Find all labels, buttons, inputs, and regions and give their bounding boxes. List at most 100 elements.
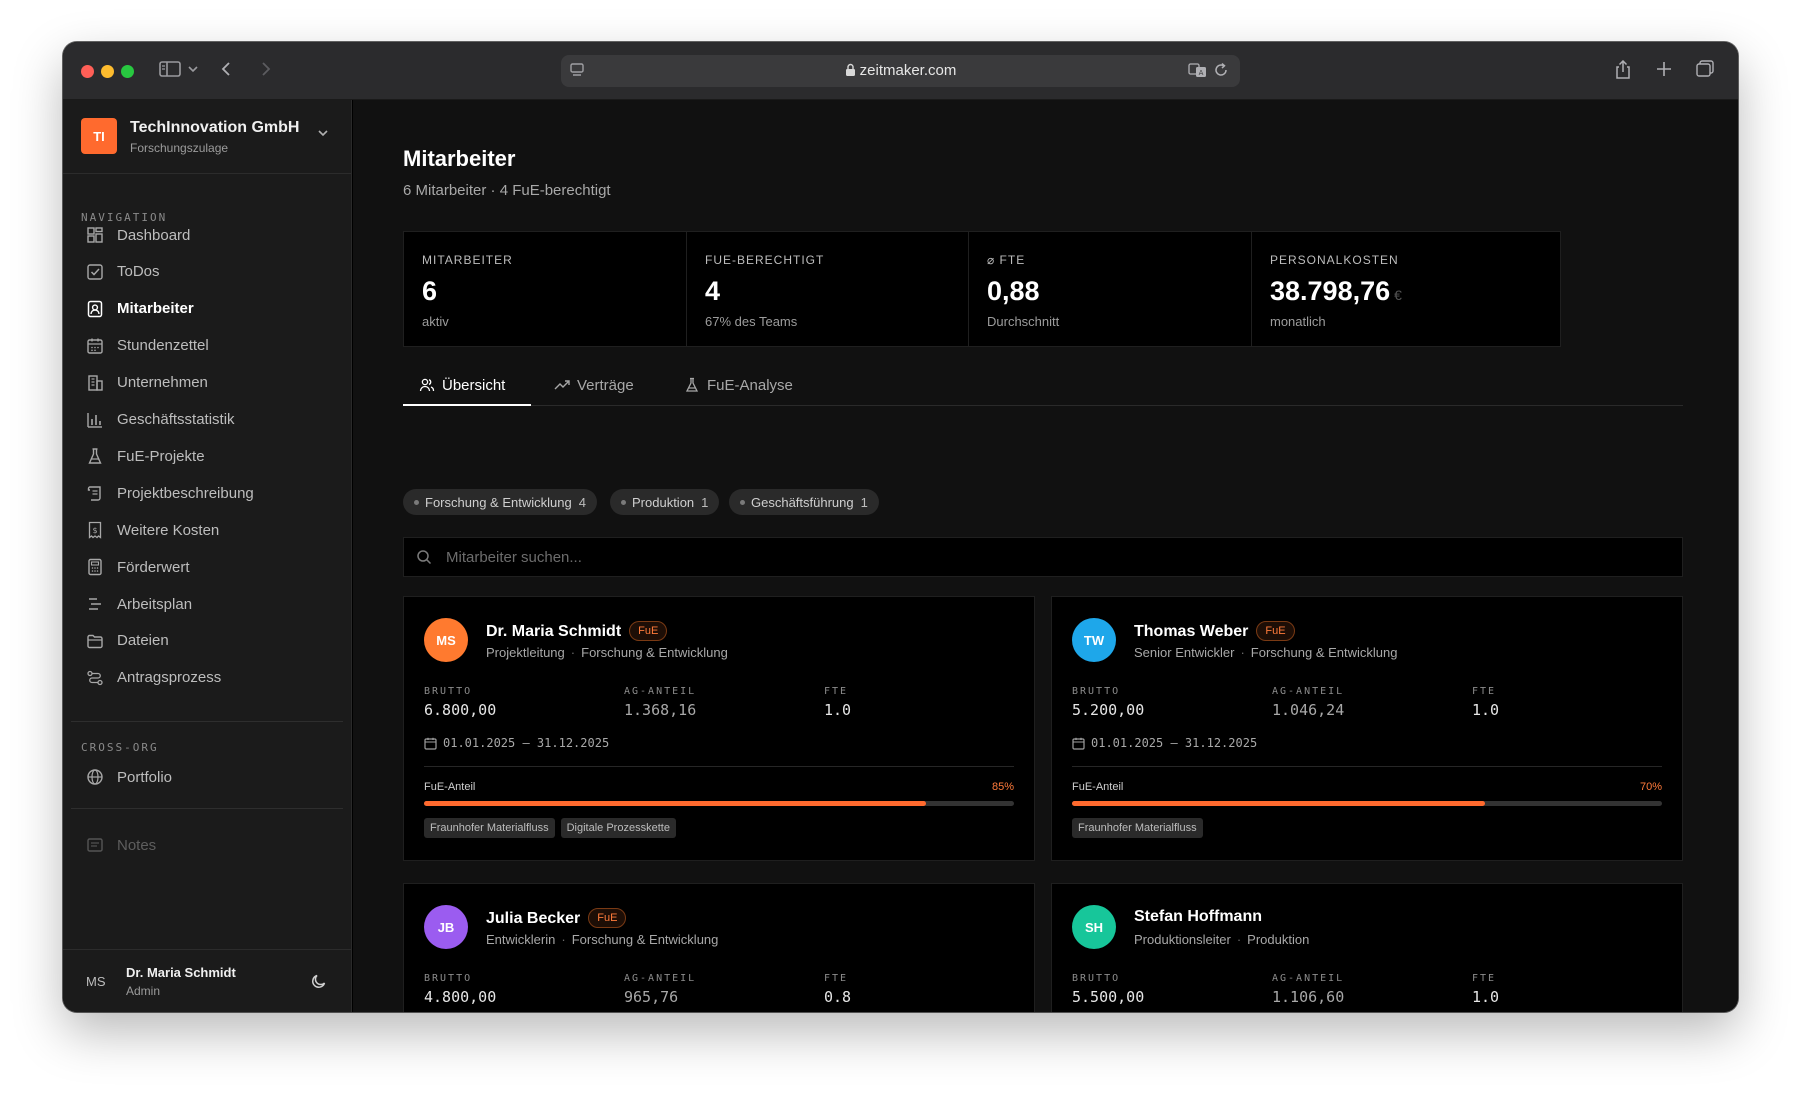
- employee-card[interactable]: JB Julia Becker FuE Entwicklerin · Forschung …: [403, 883, 1035, 1012]
- stat-value: 0,88: [987, 276, 1040, 307]
- dates-text: 01.01.2025 – 31.12.2025: [443, 736, 610, 750]
- metric-label-brutto: BRUTTO: [424, 973, 473, 984]
- svg-text:A: A: [1199, 69, 1204, 77]
- sidebar-item-arbeitsplan[interactable]: Arbeitsplan: [71, 586, 343, 622]
- tab-vertraege[interactable]: Verträge: [554, 364, 634, 406]
- moon-icon[interactable]: [310, 972, 328, 995]
- department-text: Forschung & Entwicklung: [1250, 645, 1398, 660]
- metric-label-fte: FTE: [1472, 686, 1497, 697]
- search-input[interactable]: [446, 538, 1646, 576]
- filter-chip-forschung[interactable]: Forschung & Entwicklung 4: [403, 489, 597, 515]
- stat-label: MITARBEITER: [422, 253, 513, 267]
- sidebar-item-label: FuE-Projekte: [117, 447, 205, 465]
- page-subtitle: 6 Mitarbeiter · 4 FuE-berechtigt: [403, 182, 611, 199]
- metric-ag-anteil: 1.106,60: [1272, 988, 1345, 1006]
- contract-dates: 01.01.2025 – 31.12.2025: [1072, 736, 1257, 750]
- separator: ·: [1236, 932, 1242, 947]
- close-window-button[interactable]: [81, 65, 94, 78]
- employee-card[interactable]: TW Thomas Weber FuE Senior Entwickler · Forsc…: [1051, 596, 1683, 861]
- chevron-down-icon[interactable]: [316, 126, 330, 145]
- folder-icon: [86, 632, 104, 650]
- reload-icon[interactable]: [1213, 62, 1229, 78]
- notes-icon: [86, 836, 104, 854]
- tab-overview-icon[interactable]: [1695, 60, 1715, 78]
- sidebar-divider: [71, 808, 343, 809]
- filter-chip-geschaeftsfuehrung[interactable]: Geschäftsführung 1: [729, 489, 879, 515]
- stat-subtext: Durchschnitt: [987, 314, 1060, 329]
- sidebar-item-fue-projekte[interactable]: FuE-Projekte: [71, 438, 343, 474]
- employee-name-text: Julia Becker: [486, 910, 581, 927]
- sidebar-item-stundenzettel[interactable]: Stundenzettel: [71, 328, 343, 364]
- share-icon[interactable]: [1614, 60, 1632, 80]
- sidebar-item-antragsprozess[interactable]: Antragsprozess: [71, 660, 343, 696]
- new-tab-icon[interactable]: [1655, 60, 1673, 78]
- receipt-icon: $: [86, 521, 104, 539]
- translate-icon[interactable]: A: [1188, 62, 1208, 78]
- stat-value: 38.798,76 €: [1270, 276, 1402, 307]
- flask-icon: [86, 447, 104, 465]
- dates-text: 01.01.2025 – 31.12.2025: [1091, 736, 1258, 750]
- calendar-icon: [424, 737, 437, 750]
- employee-role: Senior Entwickler · Forschung & Entwicklun…: [1134, 645, 1397, 660]
- avatar: JB: [424, 905, 468, 949]
- sidebar-item-unternehmen[interactable]: Unternehmen: [71, 365, 343, 401]
- sidebar-item-förderwert[interactable]: Förderwert: [71, 549, 343, 585]
- sidebar-divider: [71, 721, 343, 722]
- filter-chip-produktion[interactable]: Produktion 1: [610, 489, 720, 515]
- employee-card[interactable]: SH Stefan Hoffmann Produktionsleiter · Produ…: [1051, 883, 1683, 1012]
- project-tag[interactable]: Fraunhofer Materialfluss: [1072, 818, 1203, 838]
- sidebar-item-dashboard[interactable]: Dashboard: [71, 217, 343, 253]
- fue-badge: FuE: [1256, 621, 1295, 641]
- main-content: Mitarbeiter 6 Mitarbeiter · 4 FuE-berech…: [353, 100, 1738, 1012]
- flask-icon: [684, 377, 700, 393]
- user-badge-icon: [86, 300, 104, 318]
- project-tag[interactable]: Fraunhofer Materialfluss: [424, 818, 555, 838]
- project-tags: Fraunhofer Materialfluss Digitale Prozess…: [424, 818, 676, 838]
- forward-icon[interactable]: [259, 60, 273, 78]
- minimize-window-button[interactable]: [101, 65, 114, 78]
- avatar: TW: [1072, 618, 1116, 662]
- sidebar-item-dateien[interactable]: Dateien: [71, 623, 343, 659]
- sidebar-item-todos[interactable]: ToDos: [71, 254, 343, 290]
- address-bar[interactable]: zeitmaker.com A: [561, 55, 1240, 87]
- metric-label-brutto: BRUTTO: [1072, 973, 1121, 984]
- scroll-icon: [86, 484, 104, 502]
- page-menu-icon[interactable]: [569, 62, 585, 78]
- separator: ·: [1240, 645, 1245, 660]
- employee-name: Dr. Maria Schmidt FuE: [486, 621, 668, 641]
- role-text: Entwicklerin: [486, 932, 556, 947]
- search-box: [403, 537, 1683, 577]
- employee-card[interactable]: MS Dr. Maria Schmidt FuE Projektleitung · For…: [403, 596, 1035, 861]
- sidebar-item-label: Dateien: [117, 632, 169, 650]
- stat-number: 6: [422, 276, 438, 306]
- sidebar-item-notes[interactable]: Notes: [71, 827, 343, 863]
- metric-brutto: 6.800,00: [424, 701, 497, 719]
- sidebar-item-geschäftsstatistik[interactable]: Geschäftsstatistik: [71, 402, 343, 438]
- chevron-down-icon[interactable]: [187, 60, 199, 78]
- tab-uebersicht[interactable]: Übersicht: [419, 364, 505, 406]
- stat-value: 6: [422, 276, 437, 307]
- sidebar-item-mitarbeiter[interactable]: Mitarbeiter: [71, 291, 343, 327]
- sidebar-toggle-icon[interactable]: [159, 60, 181, 78]
- sidebar-item-label: Portfolio: [117, 768, 173, 786]
- tab-fue-analyse[interactable]: FuE-Analyse: [684, 364, 793, 406]
- sidebar-item-projektbeschreibung[interactable]: Projektbeschreibung: [71, 475, 343, 511]
- fue-share-percent: 85%: [991, 781, 1014, 793]
- back-icon[interactable]: [219, 60, 233, 78]
- zoom-window-button[interactable]: [121, 65, 134, 78]
- trend-icon: [554, 377, 570, 393]
- employee-role: Entwicklerin · Forschung & Entwicklung: [486, 932, 718, 947]
- metric-brutto: 4.800,00: [424, 988, 497, 1006]
- org-switcher[interactable]: TI TechInnovation GmbH Forschungszulage: [63, 100, 351, 174]
- metric-ag-anteil: 1.046,24: [1272, 701, 1345, 719]
- metric-label-brutto: BRUTTO: [1072, 686, 1121, 697]
- employee-name: Thomas Weber FuE: [1134, 621, 1295, 641]
- user-role: Admin: [126, 984, 161, 998]
- project-tag[interactable]: Digitale Prozesskette: [560, 818, 676, 838]
- sidebar-item-portfolio[interactable]: Portfolio: [71, 759, 343, 795]
- sidebar-item-label: Weitere Kosten: [117, 521, 220, 539]
- user-profile[interactable]: MS Dr. Maria Schmidt Admin: [63, 949, 351, 1012]
- stat-subtext: aktiv: [422, 314, 449, 329]
- sidebar-item-weitere-kosten[interactable]: $ Weitere Kosten: [71, 512, 343, 548]
- department-text: Produktion: [1247, 932, 1310, 947]
